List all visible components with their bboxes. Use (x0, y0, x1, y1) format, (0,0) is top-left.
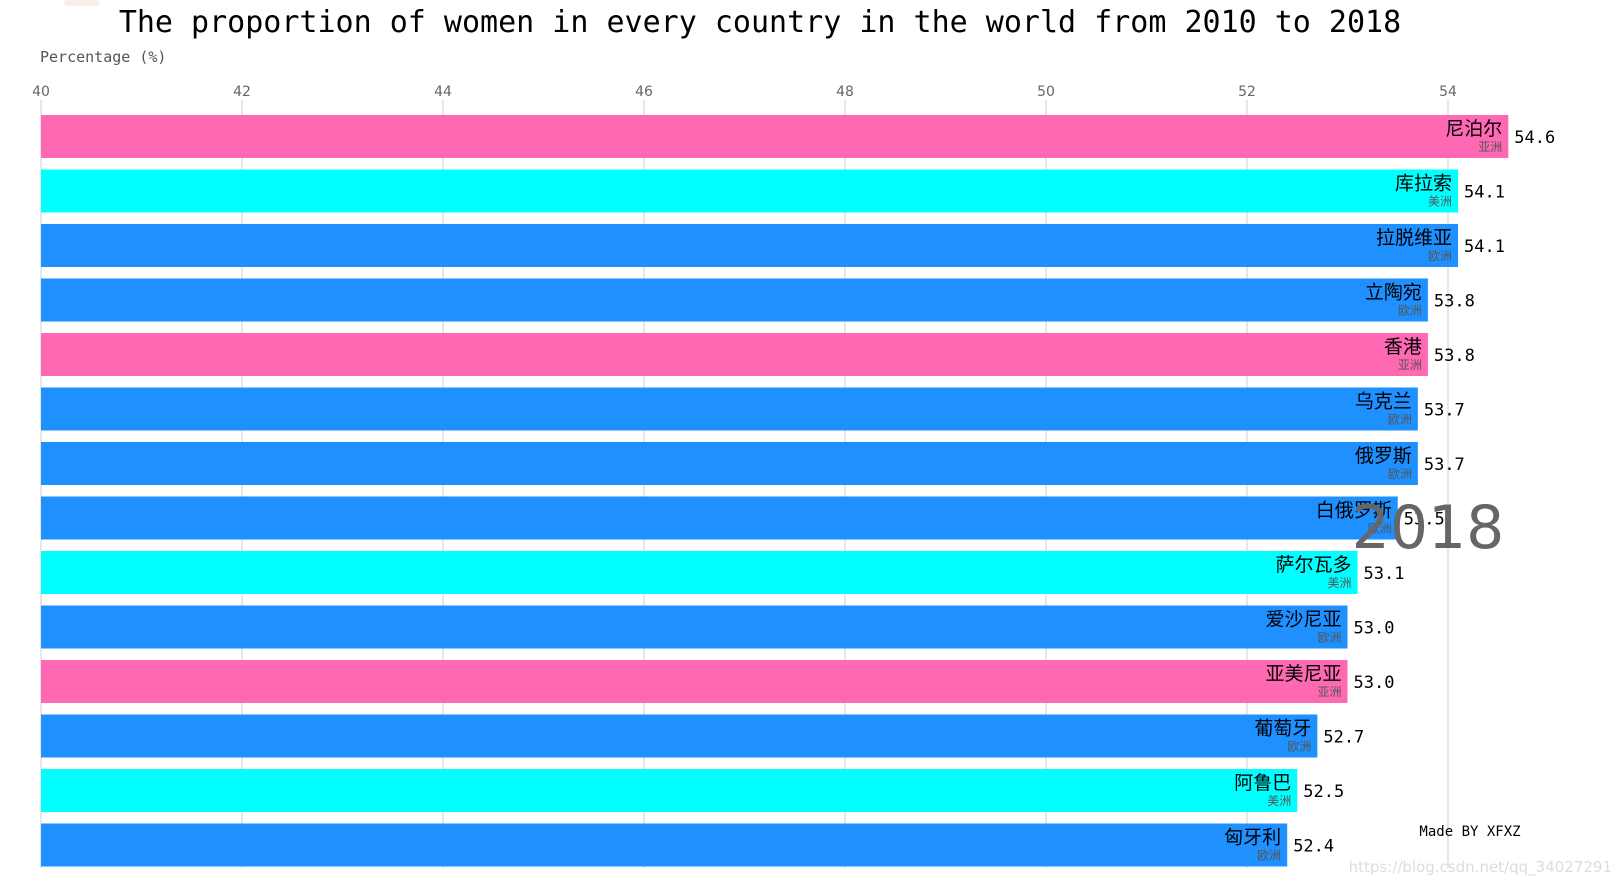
bar-country-label: 匈牙利 (1224, 827, 1281, 849)
x-tick-label: 50 (1037, 84, 1055, 100)
bar-country-label: 香港 (1384, 336, 1422, 358)
bar-continent-label: 美洲 (1328, 576, 1352, 590)
bar (41, 551, 1358, 594)
bar-continent-label: 欧洲 (1428, 249, 1452, 263)
bar-continent-label: 欧洲 (1317, 631, 1341, 645)
bar-continent-label: 欧洲 (1398, 304, 1422, 318)
bar-value-label: 53.8 (1434, 346, 1475, 366)
x-tick-label: 46 (635, 84, 653, 100)
bar-continent-label: 亚洲 (1317, 685, 1341, 699)
x-tick-label: 40 (32, 84, 50, 100)
bar-continent-label: 亚洲 (1398, 358, 1422, 372)
bar-continent-label: 美洲 (1267, 794, 1291, 808)
bar-value-label: 53.5 (1404, 510, 1445, 530)
bar-country-label: 乌克兰 (1355, 391, 1412, 413)
bar-value-label: 53.8 (1434, 292, 1475, 312)
bar (41, 769, 1298, 812)
bar-continent-label: 欧洲 (1287, 740, 1311, 754)
bar (41, 224, 1459, 267)
bar-country-label: 库拉索 (1395, 173, 1452, 195)
bar-continent-label: 亚洲 (1478, 140, 1502, 154)
bar-value-label: 53.0 (1354, 673, 1395, 693)
bar-value-label: 53.7 (1424, 455, 1465, 475)
bar (41, 823, 1288, 867)
bar-value-label: 53.0 (1354, 619, 1395, 639)
bar-value-label: 52.5 (1303, 782, 1344, 802)
year-label: 2018 (1352, 493, 1505, 563)
bar (41, 333, 1428, 376)
bar (41, 605, 1348, 649)
bar-continent-label: 美洲 (1428, 195, 1452, 209)
bar-value-label: 52.7 (1323, 728, 1364, 748)
bar-value-label: 54.6 (1514, 128, 1555, 148)
bar-country-label: 亚美尼亚 (1265, 663, 1341, 685)
bar (41, 278, 1428, 322)
bar-country-label: 俄罗斯 (1355, 445, 1412, 467)
bar-country-label: 尼泊尔 (1445, 118, 1502, 140)
x-tick-label: 48 (836, 84, 854, 100)
bar (41, 714, 1318, 758)
bar-value-label: 54.1 (1464, 237, 1505, 257)
x-tick-label: 44 (434, 84, 452, 100)
bar-country-label: 拉脱维亚 (1376, 227, 1452, 249)
bar-country-label: 阿鲁巴 (1234, 772, 1291, 794)
bar-value-label: 52.4 (1293, 837, 1334, 857)
bar-continent-label: 欧洲 (1368, 522, 1392, 536)
bar (41, 496, 1398, 540)
bar-country-label: 白俄罗斯 (1316, 500, 1392, 522)
bar (41, 115, 1509, 158)
chart-title: The proportion of women in every country… (119, 5, 1401, 40)
bar-continent-label: 欧洲 (1257, 849, 1281, 863)
bar (41, 660, 1348, 703)
watermark: https://blog.csdn.net/qq_34027291 (1349, 858, 1612, 877)
bar (41, 387, 1418, 431)
x-tick-label: 54 (1439, 84, 1457, 100)
x-tick-label: 52 (1238, 84, 1256, 100)
bar-value-label: 53.7 (1424, 401, 1465, 421)
bar-country-label: 爱沙尼亚 (1265, 609, 1341, 631)
bar (41, 169, 1459, 213)
y-axis-label: Percentage (%) (40, 48, 166, 66)
credit-label: Made BY XFXZ (1419, 824, 1520, 840)
logo-mark (64, 0, 100, 6)
bar-country-label: 立陶宛 (1365, 282, 1422, 304)
bar (41, 442, 1418, 485)
x-axis-ticks: 40 42 44 46 48 50 52 54 (32, 84, 1457, 100)
bar-country-label: 葡萄牙 (1254, 718, 1311, 740)
bar-value-label: 54.1 (1464, 183, 1505, 203)
bar-value-label: 53.1 (1364, 564, 1405, 584)
bar-country-label: 萨尔瓦多 (1276, 554, 1352, 576)
x-tick-label: 42 (233, 84, 251, 100)
bar-continent-label: 欧洲 (1388, 467, 1412, 481)
bar-continent-label: 欧洲 (1388, 413, 1412, 427)
